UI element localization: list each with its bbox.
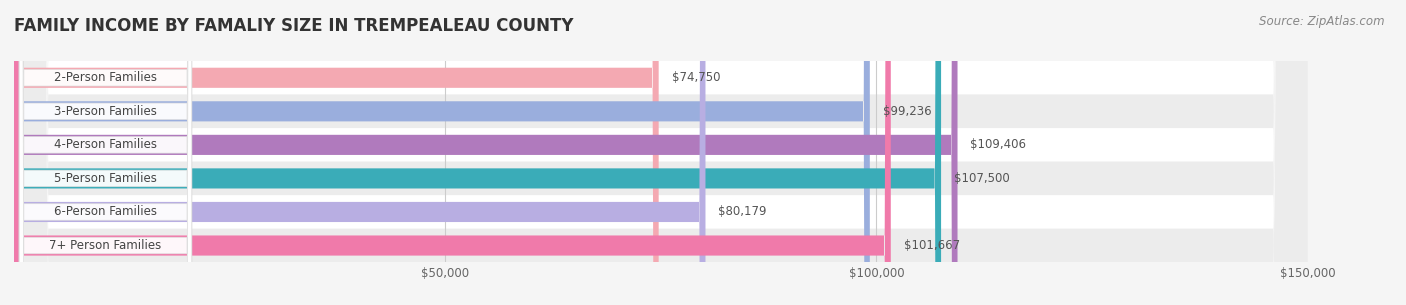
Text: 6-Person Families: 6-Person Families (53, 206, 157, 218)
FancyBboxPatch shape (14, 0, 1308, 305)
FancyBboxPatch shape (14, 0, 1308, 305)
FancyBboxPatch shape (14, 0, 891, 305)
Text: 2-Person Families: 2-Person Families (53, 71, 157, 84)
Text: 7+ Person Families: 7+ Person Families (49, 239, 162, 252)
FancyBboxPatch shape (20, 0, 191, 305)
Text: FAMILY INCOME BY FAMALIY SIZE IN TREMPEALEAU COUNTY: FAMILY INCOME BY FAMALIY SIZE IN TREMPEA… (14, 17, 574, 35)
FancyBboxPatch shape (14, 0, 941, 305)
FancyBboxPatch shape (14, 0, 658, 305)
FancyBboxPatch shape (20, 0, 191, 305)
Text: 3-Person Families: 3-Person Families (53, 105, 157, 118)
Text: Source: ZipAtlas.com: Source: ZipAtlas.com (1260, 15, 1385, 28)
FancyBboxPatch shape (14, 0, 957, 305)
FancyBboxPatch shape (14, 0, 1308, 305)
FancyBboxPatch shape (20, 0, 191, 305)
FancyBboxPatch shape (14, 0, 706, 305)
FancyBboxPatch shape (14, 0, 870, 305)
Text: $80,179: $80,179 (718, 206, 766, 218)
FancyBboxPatch shape (20, 0, 191, 305)
FancyBboxPatch shape (14, 0, 1308, 305)
Text: 4-Person Families: 4-Person Families (53, 138, 157, 151)
FancyBboxPatch shape (20, 0, 191, 305)
FancyBboxPatch shape (14, 0, 1308, 305)
FancyBboxPatch shape (14, 0, 1308, 305)
Text: $109,406: $109,406 (970, 138, 1026, 151)
Text: $107,500: $107,500 (955, 172, 1010, 185)
FancyBboxPatch shape (20, 0, 191, 305)
Text: $101,667: $101,667 (904, 239, 960, 252)
Text: $74,750: $74,750 (672, 71, 720, 84)
Text: 5-Person Families: 5-Person Families (53, 172, 157, 185)
Text: $99,236: $99,236 (883, 105, 931, 118)
